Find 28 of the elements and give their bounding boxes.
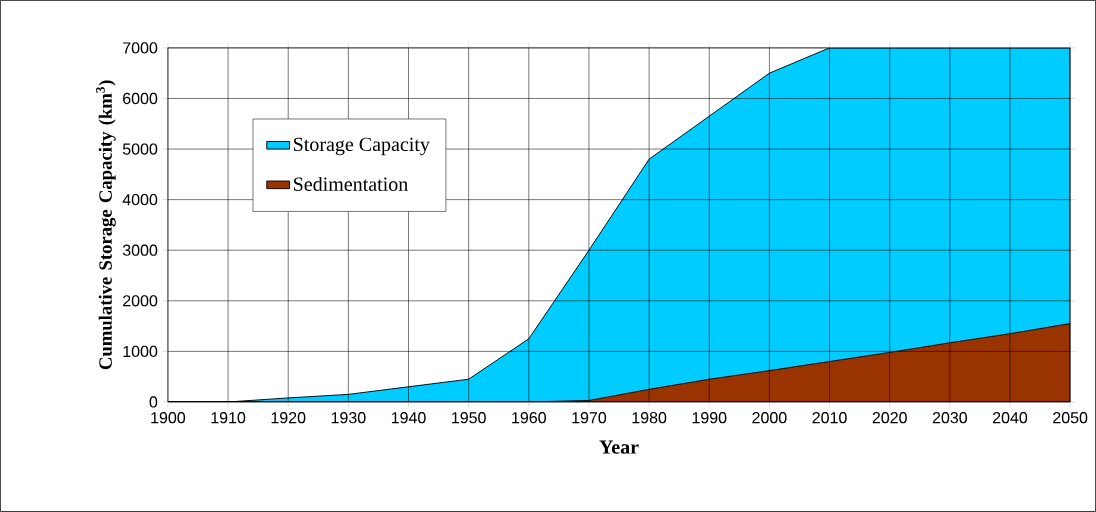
y-tick-label: 1000 [123, 345, 158, 358]
x-tick-label: 1970 [572, 412, 607, 424]
x-tick-label: 2030 [932, 412, 968, 424]
x-tick-label: 2010 [812, 412, 847, 424]
x-axis-title: Year [599, 440, 639, 454]
x-tick-label: 1980 [632, 412, 667, 424]
x-tick-label: 1990 [692, 412, 727, 424]
x-tick-label: 1910 [211, 412, 246, 424]
y-tick-label: 2000 [123, 295, 158, 307]
x-tick-label: 2040 [992, 412, 1028, 424]
y-tick-label: 0 [149, 396, 158, 408]
x-tick-label: 1930 [331, 412, 366, 424]
y-tick-label: 4000 [122, 194, 158, 206]
x-tick-label: 1900 [151, 412, 186, 424]
y-axis-title: Cumulative Storage Capacity (km$^{3}$) [96, 80, 116, 370]
x-tick-label: 2000 [752, 412, 787, 424]
x-tick-label: 2050 [1053, 412, 1088, 424]
x-tick-label: 1950 [452, 412, 486, 424]
legend-label: Sedimentation [294, 176, 408, 192]
y-tick-label: 5000 [122, 143, 158, 155]
x-tick-label: 2020 [872, 412, 907, 424]
y-tick-label: 6000 [123, 92, 158, 105]
y-tick-label: 7000 [123, 42, 158, 54]
x-tick-label: 1960 [512, 412, 546, 424]
x-tick-label: 1940 [391, 412, 426, 424]
y-tick-label: 3000 [122, 244, 158, 256]
x-tick-label: 1920 [271, 412, 306, 424]
legend-label: Storage Capacity [294, 137, 430, 156]
